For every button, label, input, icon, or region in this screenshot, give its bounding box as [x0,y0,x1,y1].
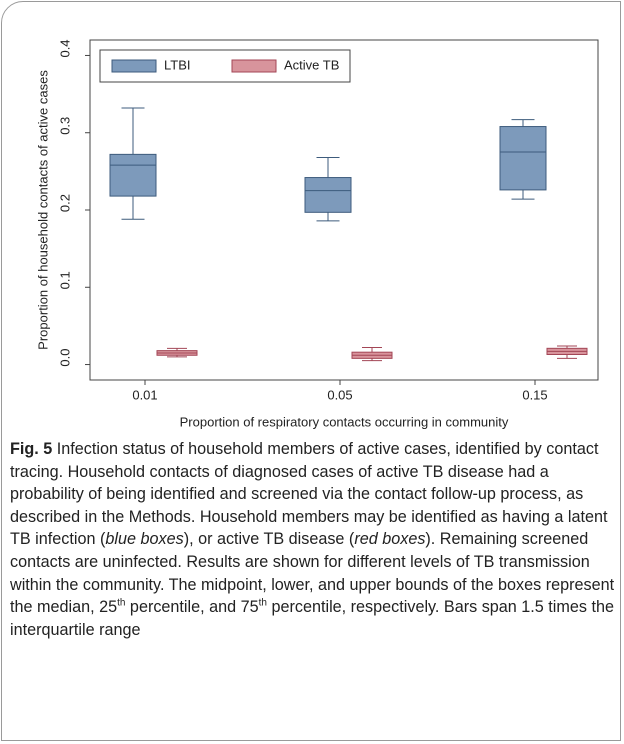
caption: Fig. 5 Infection status of household mem… [10,438,616,641]
caption-text: th [117,597,126,609]
caption-text: Infection status of household members of… [10,440,608,549]
y-tick-label: 0.0 [57,349,72,367]
x-axis-title: Proportion of respiratory contacts occur… [180,414,509,429]
caption-text: ), or active TB disease ( [183,530,355,549]
caption-text: percentile, and 75 [125,598,259,617]
x-tick-label: 0.01 [132,387,157,402]
chart: Proportion of household contacts of acti… [35,39,599,429]
box [304,177,352,213]
legend-swatch [231,59,277,73]
caption-text: Fig. 5 [10,440,53,458]
y-tick-label: 0.2 [57,194,72,212]
box [109,153,157,197]
caption-text: percentile, respectively. Bars span 1.5 … [10,598,614,639]
y-tick-label: 0.4 [57,39,72,57]
caption-text: th [258,597,267,609]
legend-label: Active TB [284,57,339,72]
x-tick-label: 0.05 [327,387,352,402]
caption-text: red boxes [354,530,426,549]
legend-swatch [111,59,157,73]
x-tick-label: 0.15 [522,387,547,402]
box [499,126,547,191]
legend-label: LTBI [164,57,191,72]
y-axis-title: Proportion of household contacts of acti… [35,70,50,350]
caption-text: ). Remaining screened contacts are uninf… [10,530,615,617]
caption-text: blue boxes [105,530,184,549]
y-tick-label: 0.1 [57,271,72,289]
y-tick-label: 0.3 [57,117,72,135]
